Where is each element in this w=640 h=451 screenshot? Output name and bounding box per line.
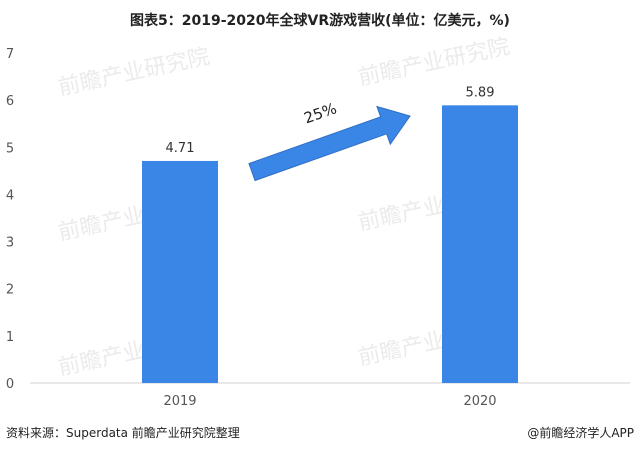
bars-group: 4.71 5.89: [142, 85, 518, 383]
x-tick-label: 2019: [163, 394, 196, 409]
y-tick-label: 6: [6, 94, 14, 109]
source-note: 资料来源：Superdata 前瞻产业研究院整理: [6, 426, 240, 440]
x-tick-label: 2020: [463, 394, 496, 409]
growth-arrow: 25%: [248, 99, 411, 182]
y-tick-label: 4: [6, 188, 14, 203]
svg-text:前瞻产业研究院: 前瞻产业研究院: [56, 44, 212, 100]
y-tick-label: 1: [6, 330, 14, 345]
credit-note: @前瞻经济学人APP: [527, 426, 634, 440]
y-tick-label: 3: [6, 236, 14, 251]
y-tick-label: 2: [6, 283, 14, 298]
bar: [442, 105, 518, 383]
y-tick-label: 7: [6, 47, 14, 62]
x-axis: 2019 2020: [163, 394, 496, 409]
bar: [142, 160, 218, 383]
y-axis: 0 1 2 3 4 5 6 7: [6, 47, 14, 392]
growth-annotation: 25%: [302, 99, 339, 127]
bar-value-label: 5.89: [466, 85, 495, 100]
growth-arrow-shape: [248, 105, 411, 182]
bar-value-label: 4.71: [166, 141, 195, 156]
svg-text:前瞻产业研究院: 前瞻产业研究院: [356, 34, 512, 90]
y-tick-label: 5: [6, 141, 14, 156]
y-tick-label: 0: [6, 377, 14, 392]
chart-title: 图表5：2019-2020年全球VR游戏营收(单位：亿美元，%): [130, 13, 510, 29]
